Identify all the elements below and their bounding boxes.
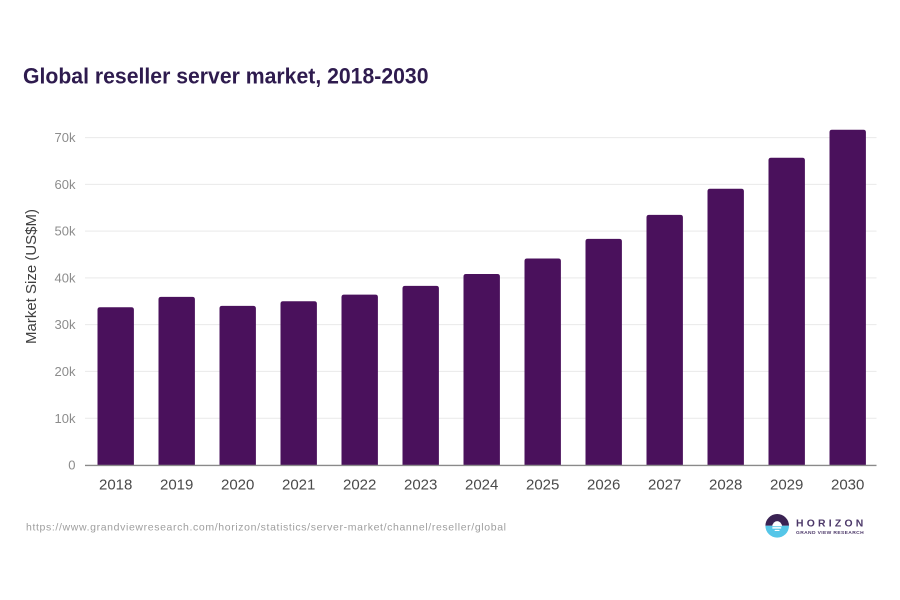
svg-text:2027: 2027 (648, 477, 681, 494)
svg-text:2022: 2022 (343, 477, 376, 494)
svg-text:60k: 60k (55, 177, 76, 192)
svg-text:2025: 2025 (526, 477, 559, 494)
svg-text:2019: 2019 (160, 477, 193, 494)
svg-text:2020: 2020 (221, 477, 254, 494)
svg-text:2024: 2024 (465, 477, 498, 494)
svg-text:2026: 2026 (587, 477, 620, 494)
svg-text:0: 0 (68, 458, 75, 473)
svg-text:70k: 70k (55, 130, 76, 145)
svg-text:https://www.grandviewresearch.: https://www.grandviewresearch.com/horizo… (26, 522, 506, 534)
svg-text:30k: 30k (55, 317, 76, 332)
svg-text:GRAND VIEW RESEARCH: GRAND VIEW RESEARCH (796, 530, 865, 536)
svg-text:2029: 2029 (770, 477, 803, 494)
svg-text:10k: 10k (55, 411, 76, 426)
svg-text:2018: 2018 (99, 477, 132, 494)
svg-text:20k: 20k (55, 364, 76, 379)
svg-text:2028: 2028 (709, 477, 742, 494)
svg-text:2030: 2030 (831, 477, 864, 494)
svg-text:50k: 50k (55, 224, 76, 239)
svg-text:HORIZON: HORIZON (796, 519, 867, 530)
svg-text:Market Size (US$M): Market Size (US$M) (23, 209, 40, 344)
svg-text:Global reseller server market,: Global reseller server market, 2018-2030 (23, 64, 429, 89)
svg-text:2021: 2021 (282, 477, 315, 494)
svg-text:40k: 40k (55, 271, 76, 286)
svg-text:2023: 2023 (404, 477, 437, 494)
